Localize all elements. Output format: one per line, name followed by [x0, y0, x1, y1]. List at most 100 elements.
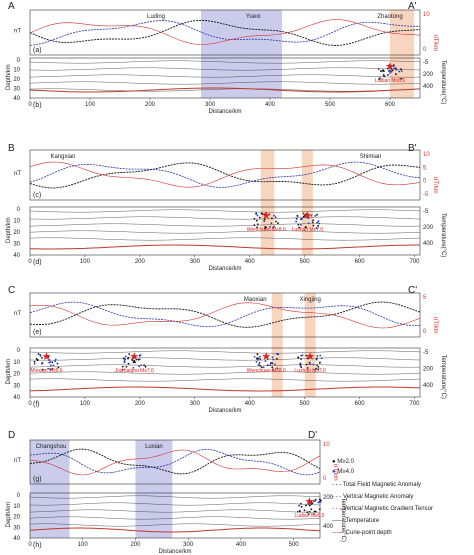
legend-temperature-label: Temperature: [345, 518, 380, 524]
earthquake-dot: [276, 367, 279, 370]
earthquake-dot: [318, 498, 321, 501]
earthquake-dot: [121, 365, 124, 368]
earthquake-dot: [298, 504, 300, 507]
x-tick-label: 0: [28, 259, 32, 265]
earthquake-dot: [296, 510, 299, 513]
x-tick-label: 600: [355, 259, 366, 265]
temperature-axis-label: Temperature(°C): [440, 355, 446, 399]
earthquake-dot: [295, 220, 297, 223]
earthquake-dot: [308, 361, 311, 364]
x-tick-label: 200: [145, 102, 156, 108]
earthquake-dot: [253, 217, 256, 220]
earthquake-dot: [307, 513, 310, 515]
earthquake-dot: [33, 360, 36, 363]
temperature-axis-label: Temperature(°C): [340, 498, 346, 542]
x-tick-label: 100: [80, 259, 91, 265]
depth-tick-label: 20: [13, 77, 20, 83]
epicenter-star: ★: [385, 61, 395, 73]
earthquake-dot: [52, 364, 55, 367]
earthquake-dot: [319, 354, 322, 357]
temperature-axis-label: Temperature(°C): [440, 213, 446, 257]
isotherm-line: [29, 81, 421, 85]
x-axis-label: Distance/km: [208, 266, 241, 272]
earthquake-dot: [311, 221, 314, 224]
depth-axis-label: Depth/km: [6, 64, 12, 90]
temperature-tick-label: -5: [423, 60, 429, 66]
x-tick-label: 400: [245, 401, 256, 407]
earthquake-dot: [301, 217, 303, 220]
earthquake-dot: [315, 367, 318, 370]
legend-small-eq: ● M≥2.0: [332, 459, 354, 465]
earthquake-dot: [276, 358, 278, 360]
x-tick-label: 500: [300, 401, 311, 407]
x-tick-label: 600: [355, 401, 366, 407]
earthquake-dot: [306, 357, 309, 360]
earthquake-dot: [318, 508, 321, 511]
earthquake-dot: [256, 214, 259, 217]
earthquake-dot: [33, 363, 36, 365]
earthquake-dot: [49, 368, 52, 371]
magnetic-anomaly-curve: [29, 448, 321, 475]
earthquake-dot: [314, 499, 317, 502]
magnetic-anomaly-curve: [29, 448, 321, 476]
x-tick-label: 700: [409, 401, 420, 407]
earthquake-dot: [54, 360, 57, 362]
left-unit-label: nT: [14, 458, 21, 464]
earthquake-dot: [314, 368, 316, 371]
earthquake-dot: [121, 368, 124, 371]
depth-tick-label: 0: [17, 207, 21, 213]
earthquake-dot: [317, 366, 320, 368]
earthquake-dot: [263, 218, 266, 220]
earthquake-dot: [301, 354, 304, 356]
earthquake-dot: [297, 356, 300, 359]
earthquake-dot: [134, 361, 137, 364]
earthquake-dot: [49, 364, 52, 367]
isotherm-line: [29, 357, 421, 361]
depth-tick-label: 40: [13, 536, 20, 542]
earthquake-dot: [377, 68, 380, 71]
depth-tick-label: 40: [13, 96, 20, 102]
earthquake-dot: [319, 500, 322, 503]
earthquake-dot: [300, 223, 302, 226]
earthquake-dot: [305, 504, 307, 507]
earthquake-dot: [318, 222, 321, 225]
earthquake-dot: [387, 64, 390, 67]
large-eq-marker-icon: ●: [332, 469, 336, 475]
earthquake-dot: [314, 215, 317, 217]
magnetic-subplot-frame: [29, 292, 421, 338]
earthquake-dot: [379, 77, 381, 80]
depth-subplot-frame: [29, 57, 421, 99]
earthquake-label: Lushan Ms7.0: [292, 227, 324, 233]
earthquake-dot: [270, 222, 273, 225]
right-tick-label: 10: [423, 152, 430, 158]
depth-axis-label: Depth/km: [6, 359, 12, 385]
earthquake-dot: [307, 502, 310, 505]
earthquake-dot: [269, 226, 271, 228]
earthquake-dot: [299, 502, 302, 505]
earthquake-dot: [41, 357, 43, 359]
earthquake-dot: [302, 215, 305, 218]
small-eq-marker-icon: ●: [332, 459, 336, 465]
magnetic-subplot-frame: [29, 149, 421, 201]
right-tick-label: 5: [423, 165, 427, 171]
magnetic-anomaly-curve: [29, 449, 321, 476]
right-tick-label: 0: [323, 476, 327, 482]
earthquake-dot: [297, 223, 300, 226]
earthquake-dot: [392, 65, 395, 68]
earthquake-dot: [127, 356, 130, 359]
shaded-region: [135, 440, 173, 538]
dashed-line-icon: - - -: [332, 506, 342, 512]
depth-subplot-frame: [29, 492, 321, 539]
legend-curie-label: Curie-point depth: [345, 530, 392, 536]
magnetic-anomaly-curve: [29, 20, 420, 46]
place-name-label: Shimian: [360, 154, 382, 160]
earthquake-dot: [271, 217, 273, 220]
solid-line-icon: ——: [332, 530, 344, 536]
isotherm-line: [29, 495, 321, 499]
earthquake-label: Jiuzhaigou Ms7.0: [115, 368, 154, 374]
temperature-tick-label: 200: [423, 367, 434, 373]
earthquake-dot: [259, 364, 261, 367]
earthquake-dot: [41, 368, 44, 371]
profile-start-letter: A: [8, 1, 15, 12]
